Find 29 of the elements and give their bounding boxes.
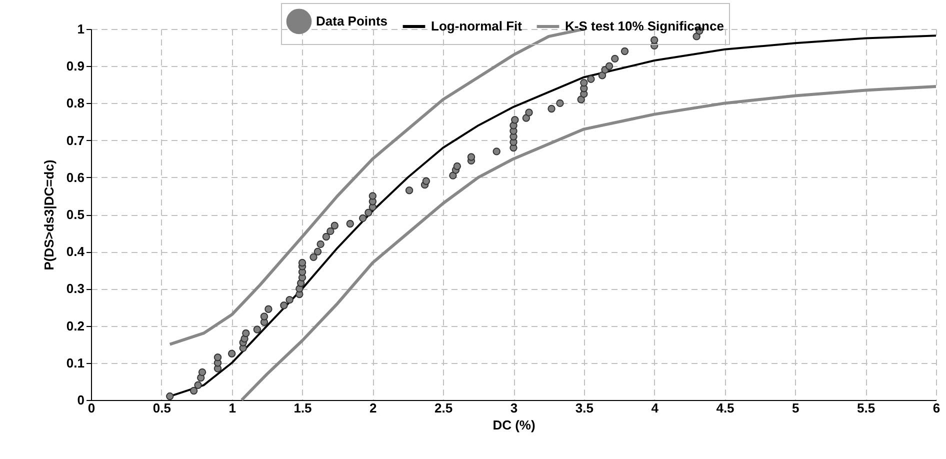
x-tick-label: 0.5 bbox=[152, 400, 171, 416]
x-tick-label: 6 bbox=[932, 400, 940, 416]
y-tick-label: 0.7 bbox=[66, 132, 84, 148]
x-tick-label: 1.5 bbox=[294, 400, 312, 416]
x-tick-label: 3 bbox=[510, 400, 518, 416]
y-tick-label: 0.9 bbox=[66, 58, 84, 74]
x-tick-label: 5 bbox=[792, 400, 800, 416]
x-tick-label: 1 bbox=[228, 400, 236, 416]
y-tick-label: 0.3 bbox=[66, 281, 84, 296]
legend-label: K-S test 10% Significance bbox=[565, 18, 724, 34]
x-tick-label: 0 bbox=[88, 400, 96, 416]
x-tick-label: 3.5 bbox=[575, 400, 594, 416]
x-tick-label: 4.5 bbox=[716, 400, 734, 416]
x-tick-label: 4 bbox=[651, 400, 660, 416]
line-series bbox=[240, 85, 938, 402]
x-axis-title: DC (%) bbox=[492, 418, 536, 432]
y-tick-label: 0.6 bbox=[66, 170, 84, 185]
y-tick-label: 0.2 bbox=[66, 318, 84, 334]
y-tick-label: 0.8 bbox=[66, 96, 84, 111]
legend-label: Log-normal Fit bbox=[431, 18, 523, 34]
y-tick-label: 0.1 bbox=[66, 355, 84, 370]
legend-label: Data Points bbox=[316, 13, 388, 28]
x-tick-label: 5.5 bbox=[857, 400, 876, 416]
y-tick-label: 0.4 bbox=[66, 244, 86, 260]
y-tick-label: 0.5 bbox=[66, 207, 84, 222]
x-tick-label: 2.5 bbox=[434, 400, 453, 416]
y-axis-title: P(DS>ds3|DC=dc) bbox=[41, 160, 56, 270]
y-tick-label: 1 bbox=[77, 22, 84, 36]
x-tick-label: 2 bbox=[370, 400, 377, 416]
